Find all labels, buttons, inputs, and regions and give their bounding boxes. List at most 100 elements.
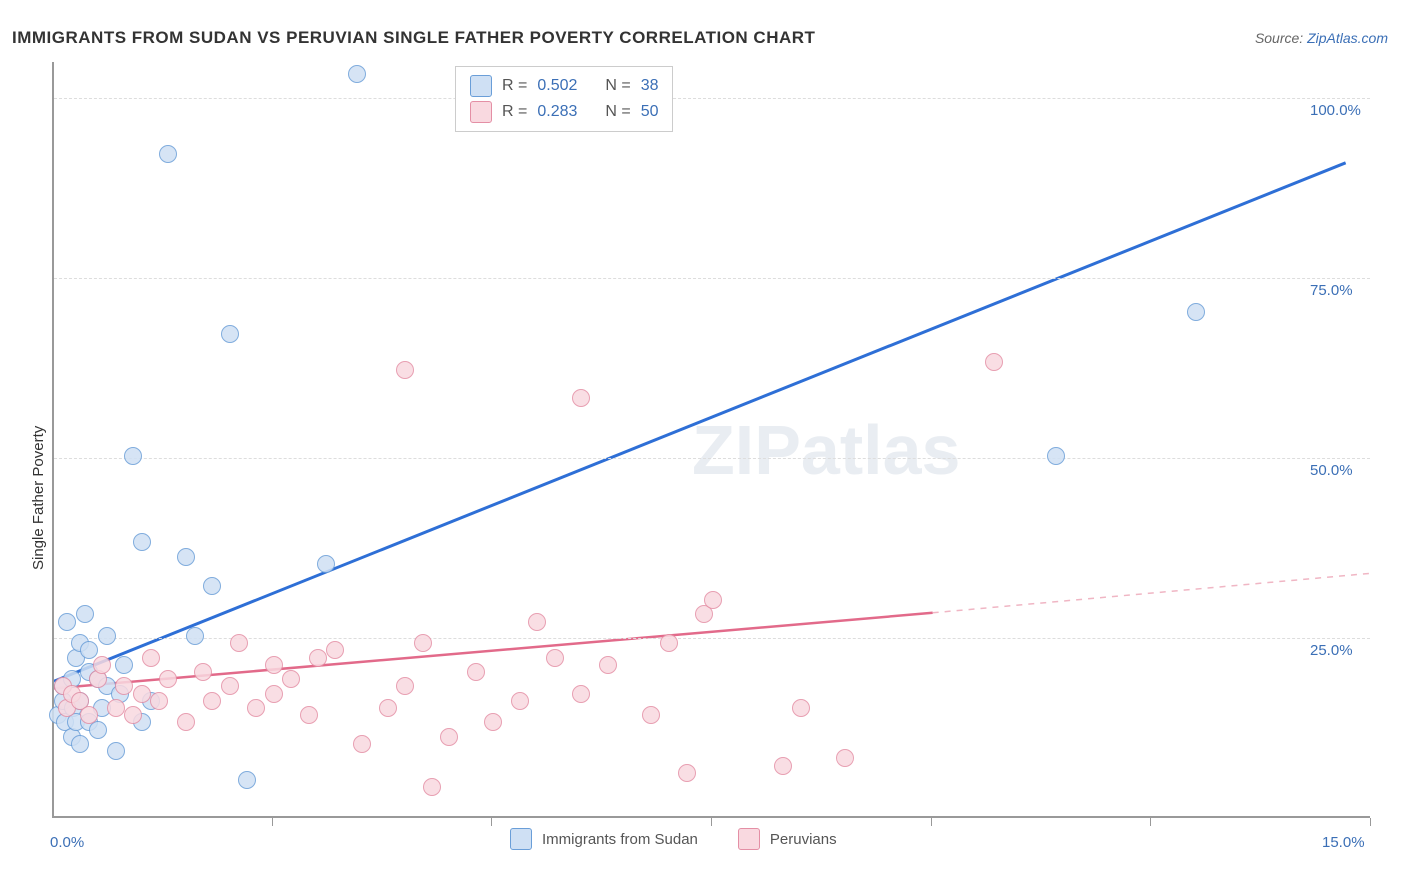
data-point-peruvians — [194, 663, 212, 681]
data-point-peruvians — [572, 685, 590, 703]
data-point-sudan — [133, 533, 151, 551]
data-point-peruvians — [133, 685, 151, 703]
data-point-peruvians — [467, 663, 485, 681]
x-tick — [711, 818, 712, 826]
x-tick — [931, 818, 932, 826]
data-point-sudan — [348, 65, 366, 83]
data-point-sudan — [221, 325, 239, 343]
y-tick-label: 75.0% — [1310, 282, 1353, 299]
series-legend-label: Peruvians — [770, 831, 837, 848]
series-legend-label: Immigrants from Sudan — [542, 831, 698, 848]
data-point-peruvians — [546, 649, 564, 667]
legend-swatch — [510, 828, 532, 850]
data-point-sudan — [177, 548, 195, 566]
n-label: N = — [605, 77, 630, 95]
series-legend-item: Peruvians — [738, 828, 837, 850]
data-point-peruvians — [309, 649, 327, 667]
y-tick-label: 50.0% — [1310, 462, 1353, 479]
x-tick — [272, 818, 273, 826]
data-point-sudan — [58, 613, 76, 631]
data-point-peruvians — [678, 764, 696, 782]
data-point-peruvians — [774, 757, 792, 775]
watermark: ZIPatlas — [692, 410, 960, 490]
data-point-peruvians — [177, 713, 195, 731]
data-point-peruvians — [396, 677, 414, 695]
data-point-sudan — [107, 742, 125, 760]
data-point-peruvians — [107, 699, 125, 717]
r-value: 0.502 — [537, 77, 595, 95]
data-point-peruvians — [704, 591, 722, 609]
data-point-peruvians — [93, 656, 111, 674]
data-point-sudan — [186, 627, 204, 645]
data-point-sudan — [1047, 447, 1065, 465]
data-point-peruvians — [203, 692, 221, 710]
data-point-peruvians — [836, 749, 854, 767]
legend-swatch — [470, 75, 492, 97]
trend-line — [54, 163, 1346, 681]
correlation-legend-row: R = 0.502 N = 38 — [470, 73, 658, 99]
data-point-peruvians — [660, 634, 678, 652]
data-point-peruvians — [528, 613, 546, 631]
correlation-legend: R =0.502N =38R =0.283N =50 — [455, 66, 673, 132]
source-name: ZipAtlas.com — [1307, 30, 1388, 46]
data-point-peruvians — [414, 634, 432, 652]
x-axis-min-label: 0.0% — [50, 834, 84, 851]
data-point-peruvians — [326, 641, 344, 659]
data-point-peruvians — [142, 649, 160, 667]
data-point-peruvians — [300, 706, 318, 724]
data-point-peruvians — [247, 699, 265, 717]
x-tick — [1150, 818, 1151, 826]
data-point-peruvians — [124, 706, 142, 724]
data-point-peruvians — [115, 677, 133, 695]
data-point-peruvians — [150, 692, 168, 710]
data-point-peruvians — [379, 699, 397, 717]
data-point-peruvians — [792, 699, 810, 717]
data-point-sudan — [98, 627, 116, 645]
data-point-peruvians — [80, 706, 98, 724]
gridline — [54, 638, 1370, 639]
source-prefix: Source: — [1255, 30, 1307, 46]
r-label: R = — [502, 77, 527, 95]
series-legend: Immigrants from Sudan Peruvians — [510, 828, 837, 850]
y-tick-label: 25.0% — [1310, 642, 1353, 659]
data-point-peruvians — [265, 656, 283, 674]
data-point-peruvians — [265, 685, 283, 703]
plot-area: ZIPatlas — [52, 62, 1370, 818]
x-tick — [1370, 818, 1371, 826]
data-point-sudan — [115, 656, 133, 674]
data-point-sudan — [159, 145, 177, 163]
source-attribution: Source: ZipAtlas.com — [1255, 30, 1388, 46]
data-point-sudan — [317, 555, 335, 573]
legend-swatch — [738, 828, 760, 850]
gridline — [54, 278, 1370, 279]
gridline — [54, 458, 1370, 459]
x-tick — [491, 818, 492, 826]
r-label: R = — [502, 103, 527, 121]
legend-swatch — [470, 101, 492, 123]
chart-title: IMMIGRANTS FROM SUDAN VS PERUVIAN SINGLE… — [12, 28, 815, 48]
trend-line — [54, 613, 933, 689]
trend-line — [933, 573, 1372, 613]
data-point-peruvians — [985, 353, 1003, 371]
gridline — [54, 98, 1370, 99]
data-point-sudan — [124, 447, 142, 465]
data-point-peruvians — [440, 728, 458, 746]
n-value: 38 — [641, 77, 659, 95]
data-point-sudan — [203, 577, 221, 595]
data-point-peruvians — [159, 670, 177, 688]
data-point-sudan — [71, 735, 89, 753]
y-axis-label: Single Father Poverty — [30, 426, 47, 570]
y-tick-label: 100.0% — [1310, 102, 1361, 119]
correlation-legend-row: R =0.283N =50 — [470, 99, 658, 125]
data-point-peruvians — [396, 361, 414, 379]
data-point-peruvians — [511, 692, 529, 710]
data-point-peruvians — [423, 778, 441, 796]
r-value: 0.283 — [537, 103, 595, 121]
data-point-peruvians — [599, 656, 617, 674]
data-point-sudan — [238, 771, 256, 789]
series-legend-item: Immigrants from Sudan — [510, 828, 698, 850]
data-point-peruvians — [282, 670, 300, 688]
data-point-peruvians — [572, 389, 590, 407]
data-point-sudan — [76, 605, 94, 623]
n-label: N = — [605, 103, 630, 121]
